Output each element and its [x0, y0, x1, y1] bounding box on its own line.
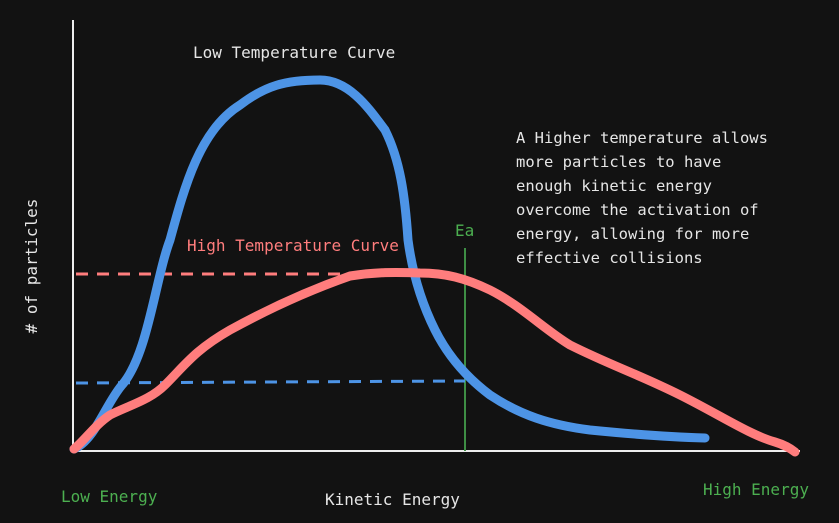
explanation-note: A Higher temperature allows more particl…: [516, 126, 816, 270]
low-temperature-curve: [69, 75, 710, 454]
note-line: A Higher temperature allows: [516, 129, 768, 147]
y-axis-label: # of particles: [22, 198, 41, 334]
note-line: effective collisions: [516, 249, 703, 267]
ea-label: Ea: [455, 221, 475, 240]
high-temperature-curve-label: High Temperature Curve: [187, 236, 399, 255]
note-line: more particles to have: [516, 153, 722, 171]
low-temp-ea-dashed-line: [75, 379, 466, 385]
low-energy-label: Low Energy: [61, 487, 158, 506]
high-temperature-curve: [69, 267, 800, 457]
note-line: energy, allowing for more: [516, 225, 750, 243]
note-line: enough kinetic energy: [516, 177, 712, 195]
x-axis-label: Kinetic Energy: [325, 490, 460, 509]
note-line: overcome the activation of: [516, 201, 759, 219]
low-temperature-curve-label: Low Temperature Curve: [193, 43, 396, 62]
high-energy-label: High Energy: [703, 480, 809, 499]
